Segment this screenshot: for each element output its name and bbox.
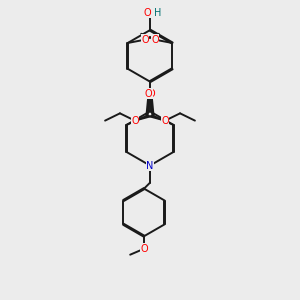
Text: O: O [140, 244, 148, 254]
Text: O: O [161, 116, 169, 126]
Text: O: O [151, 35, 159, 45]
Text: O: O [145, 89, 152, 99]
Text: O: O [144, 8, 152, 18]
Text: O: O [131, 116, 139, 126]
Text: O: O [148, 89, 155, 99]
Text: O: O [141, 35, 149, 45]
Text: N: N [146, 160, 154, 170]
Text: H: H [154, 8, 161, 18]
